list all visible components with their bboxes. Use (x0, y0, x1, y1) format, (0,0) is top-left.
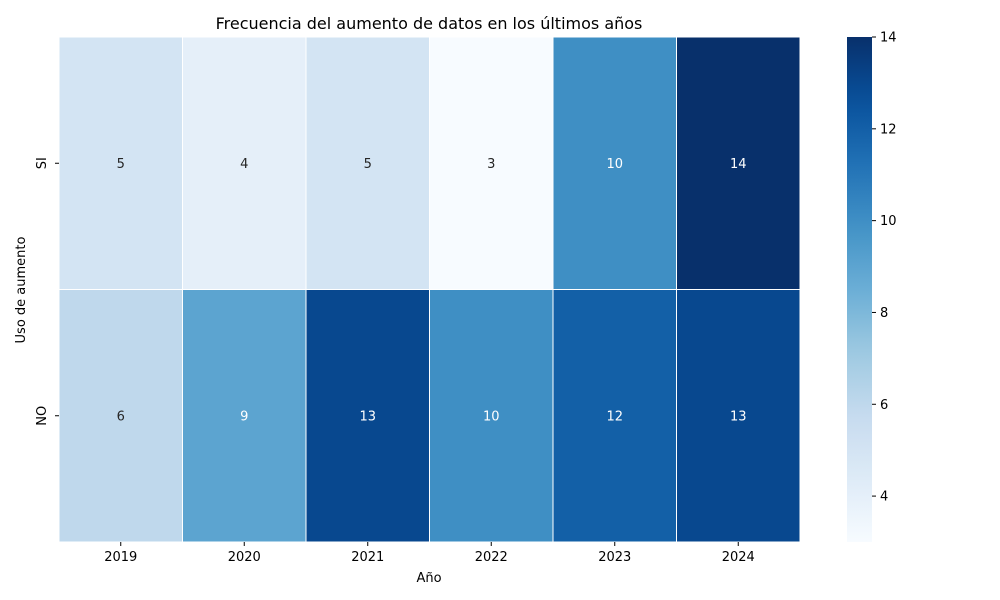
y-axis-ticks: SI NO (35, 157, 59, 426)
heatmap-cell (552, 36, 677, 290)
cell-value-label: 10 (606, 157, 623, 172)
heatmap-cell (58, 289, 183, 543)
cell-value-label: 9 (240, 409, 248, 424)
heatmap-cells: 5 4 5 3 10 14 6 9 13 10 12 13 (58, 36, 801, 543)
cell-value-label: 12 (606, 409, 623, 424)
cell-value-label: 5 (364, 157, 372, 172)
cell-value-label: 4 (240, 157, 248, 172)
y-axis-label: Uso de aumento (14, 237, 29, 344)
colorbar-tick-label: 4 (880, 490, 888, 505)
colorbar-tick-label: 10 (880, 214, 897, 229)
x-tick-label: 2021 (351, 550, 384, 565)
colorbar-tick-label: 6 (880, 398, 888, 413)
heatmap-cell (182, 36, 307, 290)
y-tick-label: SI (35, 157, 50, 169)
heatmap-cell (182, 289, 307, 543)
heatmap-cell (676, 36, 801, 290)
x-axis-label: Año (416, 571, 441, 586)
cell-value-label: 10 (483, 409, 500, 424)
cell-value-label: 13 (359, 409, 376, 424)
colorbar-gradient (847, 37, 872, 542)
heatmap-cell (429, 36, 554, 290)
x-tick-label: 2020 (228, 550, 261, 565)
cell-value-label: 13 (730, 409, 747, 424)
x-tick-label: 2022 (475, 550, 508, 565)
heatmap-cell (676, 289, 801, 543)
heatmap-cell (58, 36, 183, 290)
colorbar-tick-label: 12 (880, 122, 897, 137)
cell-value-label: 3 (487, 157, 495, 172)
x-axis-ticks: 2019 2020 2021 2022 2023 2024 (104, 542, 755, 565)
colorbar-tick-label: 8 (880, 306, 888, 321)
x-tick-label: 2024 (722, 550, 755, 565)
x-tick-label: 2023 (598, 550, 631, 565)
y-tick-label: NO (35, 406, 50, 426)
colorbar-tick-label: 14 (880, 31, 897, 46)
cell-value-label: 14 (730, 157, 747, 172)
chart-title: Frecuencia del aumento de datos en los ú… (216, 14, 643, 33)
cell-value-label: 5 (117, 157, 125, 172)
colorbar: 4 6 8 10 12 14 (847, 31, 897, 542)
cell-value-label: 6 (117, 409, 125, 424)
heatmap-cell (305, 36, 430, 290)
x-tick-label: 2019 (104, 550, 137, 565)
heatmap-cell (429, 289, 554, 543)
